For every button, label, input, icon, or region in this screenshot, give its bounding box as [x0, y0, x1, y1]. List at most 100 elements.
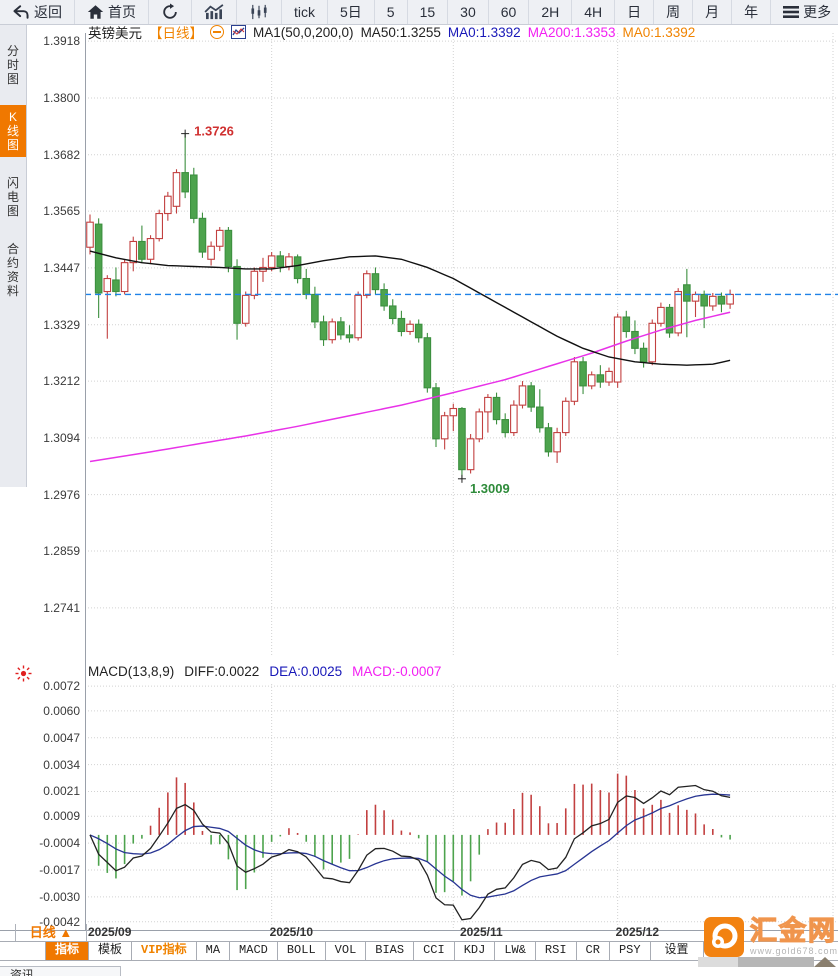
partial-row-label: 资讯: [10, 968, 35, 976]
toolbar-item-home[interactable]: 首页: [75, 0, 149, 24]
price-tick-label: 1.3329: [43, 317, 80, 332]
toolbar-item-week[interactable]: 周: [654, 0, 694, 24]
tab-BOLL[interactable]: BOLL: [278, 942, 326, 960]
toolbar-label-more: 更多: [803, 4, 832, 20]
toolbar-item-candle-chart[interactable]: [237, 0, 282, 24]
tab-CCI[interactable]: CCI: [414, 942, 455, 960]
toolbar-label-min15: 15: [419, 4, 436, 20]
month-label: 2025/12: [615, 925, 660, 939]
tab-CR[interactable]: CR: [577, 942, 610, 960]
period-selector-button[interactable]: 日线 ▲: [15, 924, 87, 941]
macd-hist-value: MACD:-0.0007: [352, 663, 442, 679]
price-chart-header: 英镑美元 【日线】 MA1(50,0,200,0) MA50:1.3255 MA…: [88, 23, 696, 42]
price-tick-label: 1.3800: [43, 90, 80, 105]
indicator-settings-icon[interactable]: [15, 665, 32, 687]
toolbar-label-min5: 5: [386, 4, 395, 20]
sidebar-item-contract-info[interactable]: 合约资料: [6, 242, 19, 298]
ma0-blue-value: MA0:1.3392: [447, 24, 521, 40]
sidebar-item-lightning-chart[interactable]: 闪电图: [6, 176, 19, 218]
tab-设置[interactable]: 设置: [651, 942, 704, 960]
collapse-panel-icon[interactable]: [210, 25, 224, 39]
toolbar-label-week: 周: [666, 4, 681, 20]
scrollbar-thumb[interactable]: [738, 957, 814, 967]
price-tick-label: 1.3565: [43, 204, 80, 219]
macd-tick-label: 0.0021: [43, 784, 80, 799]
macd-tick-label: -0.0030: [39, 889, 80, 904]
corner-expand-arrow[interactable]: [814, 957, 836, 967]
tab-RSI[interactable]: RSI: [536, 942, 577, 960]
watermark-name: 汇金网: [749, 916, 837, 946]
macd-tick-label: -0.0004: [39, 836, 80, 851]
tab-MA[interactable]: MA: [197, 942, 231, 960]
toolbar-item-year[interactable]: 年: [732, 0, 772, 24]
toolbar-item-more[interactable]: 更多: [771, 0, 838, 24]
high-annotation: 1.3726: [194, 124, 234, 139]
y-axis-line: [85, 33, 86, 930]
toolbar-label-h2: 2H: [541, 4, 560, 20]
macd-title: MACD(13,8,9): [88, 663, 175, 679]
toolbar-item-5d[interactable]: 5日: [328, 0, 375, 24]
price-tick-label: 1.2741: [43, 600, 80, 615]
toolbar-item-h2[interactable]: 2H: [529, 0, 573, 24]
macd-canvas[interactable]: [85, 684, 838, 930]
tab-模板[interactable]: 模板: [89, 942, 133, 960]
toolbar-item-min30[interactable]: 30: [448, 0, 489, 24]
toolbar-item-min15[interactable]: 15: [408, 0, 449, 24]
tab-VIP指标[interactable]: VIP指标: [132, 942, 197, 960]
macd-dea-value: DEA:0.0025: [269, 663, 343, 679]
tab-MACD[interactable]: MACD: [230, 942, 278, 960]
price-tick-label: 1.3682: [43, 147, 80, 162]
month-label: 2025/11: [459, 925, 503, 939]
tab-指标[interactable]: 指标: [46, 942, 90, 960]
tab-VOL[interactable]: VOL: [326, 942, 367, 960]
toolbar-item-min5[interactable]: 5: [375, 0, 408, 24]
low-annotation: 1.3009: [470, 481, 510, 496]
sidebar-item-time-chart[interactable]: 分时图: [6, 44, 19, 86]
tab-KDJ[interactable]: KDJ: [455, 942, 496, 960]
price-tick-label: 1.2859: [43, 544, 80, 558]
toolbar-label-month: 月: [705, 4, 720, 20]
candles: [86, 133, 734, 479]
left-sidebar: 分时图 K线图闪电图合约资料: [0, 25, 27, 487]
toolbar-label-min30: 30: [460, 4, 476, 20]
toolbar-item-refresh[interactable]: [149, 0, 192, 24]
ma50-value: MA50:1.3255: [360, 24, 441, 40]
macd-tick-label: 0.0060: [43, 703, 80, 718]
ma-settings-label: MA1(50,0,200,0): [253, 24, 354, 40]
toolbar-item-h4[interactable]: 4H: [572, 0, 616, 24]
macd-tick-label: 0.0047: [43, 730, 80, 745]
ma200-line: [89, 311, 731, 463]
toolbar-item-min60[interactable]: 60: [489, 0, 530, 24]
symbol-name: 英镑美元: [88, 26, 142, 41]
tab-PSY[interactable]: PSY: [610, 942, 651, 960]
toolbar-label-home: 首页: [108, 4, 136, 20]
watermark-logo: 汇金网 www.gold678.com: [704, 916, 838, 957]
indicator-tabbar: 指标 模板 VIP指标 MA MACD BOLL VOL BIAS CCI KDJ LW& RSI CR…: [0, 941, 838, 961]
price-tick-label: 1.2976: [43, 487, 80, 502]
toolbar-item-back[interactable]: 返回: [0, 0, 75, 24]
toolbar-label-tick: tick: [294, 4, 315, 20]
price-tick-label: 1.3447: [43, 260, 80, 275]
ma0-orange-value: MA0:1.3392: [622, 24, 696, 40]
toolbar-item-bar-line-chart[interactable]: [192, 0, 237, 24]
tab-LW&[interactable]: LW&: [495, 942, 536, 960]
macd-header: MACD(13,8,9) DIFF:0.0022 DEA:0.0025 MACD…: [88, 662, 441, 680]
price-tick-label: 1.3918: [43, 34, 80, 49]
macd-tick-label: 0.0009: [43, 809, 80, 824]
toolbar-label-back: 返回: [34, 4, 62, 20]
toolbar-label-h4: 4H: [584, 4, 603, 20]
diff-line: [89, 784, 731, 921]
price-tick-label: 1.3094: [43, 430, 80, 445]
sidebar-item-kline-chart[interactable]: K线图: [0, 105, 26, 157]
horizontal-scrollbar[interactable]: [698, 957, 814, 967]
tab-BIAS[interactable]: BIAS: [366, 942, 415, 960]
toolbar-label-year: 年: [744, 4, 759, 20]
watermark-url: www.gold678.com: [750, 946, 838, 956]
price-chart-canvas[interactable]: 1.3726 1.3009: [85, 33, 838, 655]
toolbar-item-day[interactable]: 日: [615, 0, 655, 24]
goldnet-logo-icon: [704, 917, 744, 957]
macd-tick-label: -0.0042: [39, 914, 80, 929]
toolbar-item-month[interactable]: 月: [693, 0, 733, 24]
toolbar-item-tick[interactable]: tick: [282, 0, 328, 24]
